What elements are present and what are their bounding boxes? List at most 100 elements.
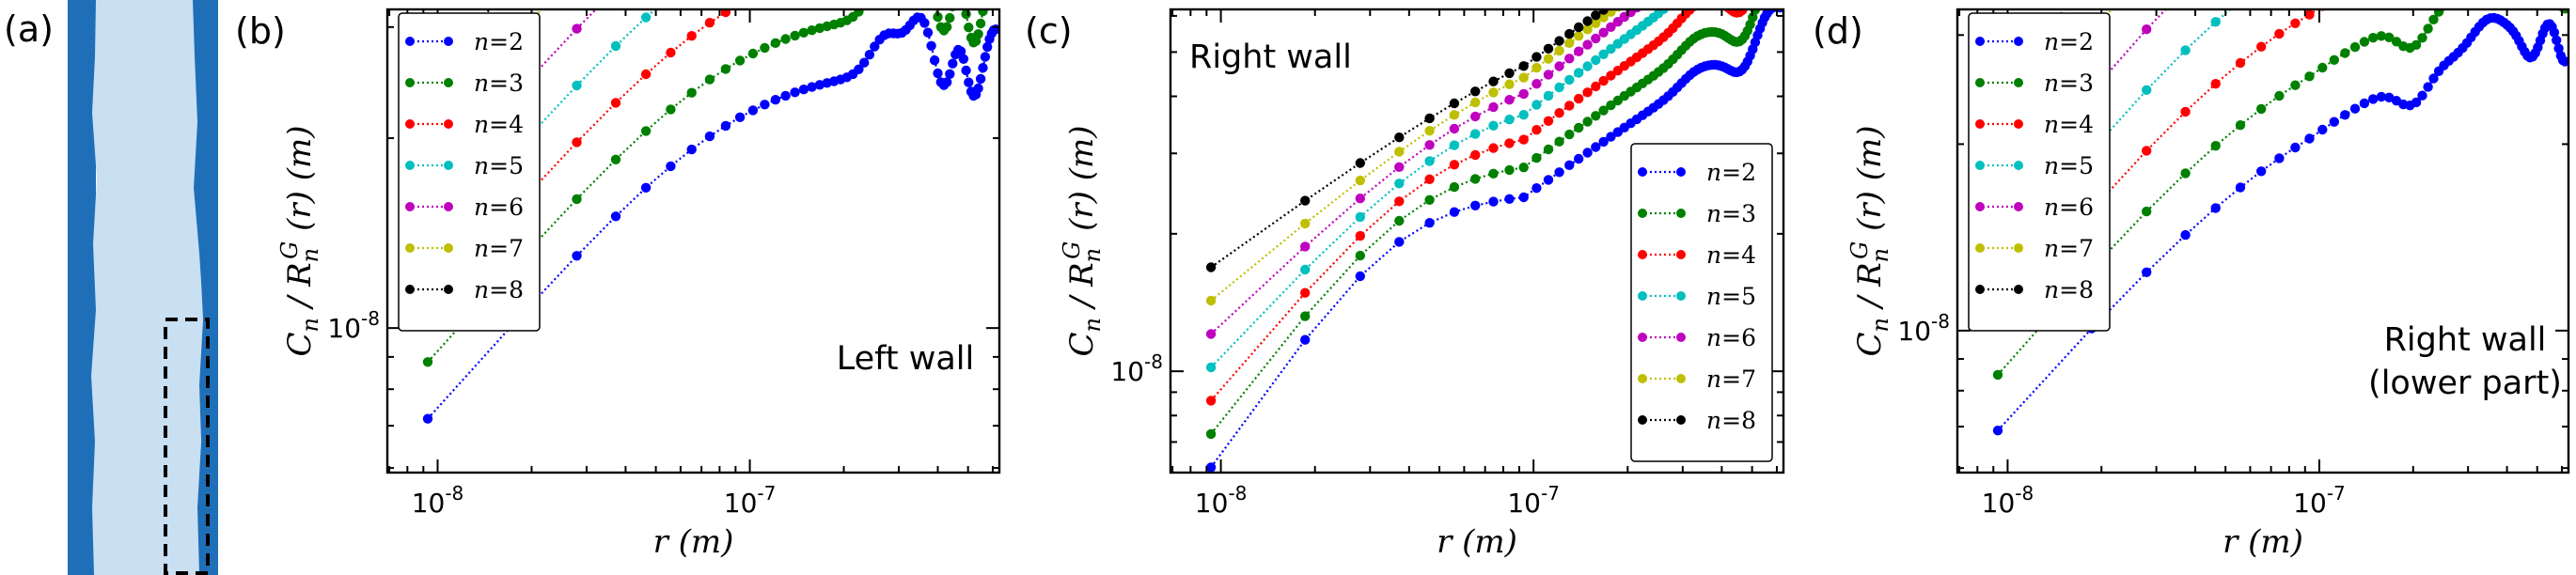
- data-point-n3-16: [2376, 31, 2387, 41]
- data-point-n7-12: [1554, 45, 1564, 56]
- panel-label-d: (d): [1813, 10, 1863, 52]
- data-point-n6-3: [1394, 162, 1405, 172]
- data-point-n4-38: [1704, 0, 1713, 5]
- series-n2: [1992, 12, 2568, 436]
- data-point-n3-14: [790, 30, 800, 41]
- x-axis-label: r (m): [1437, 523, 1517, 561]
- data-point-n5-9: [1518, 110, 1529, 120]
- data-point-n2-12: [2340, 110, 2350, 120]
- legend-marker: [1638, 167, 1647, 177]
- series-n3: [1992, 0, 2568, 381]
- data-point-n3-0: [1992, 369, 2003, 381]
- data-point-n4-15: [1582, 87, 1593, 98]
- legend-marker: [1638, 333, 1647, 342]
- data-point-n4-4: [1424, 174, 1435, 184]
- data-point-n3-14: [2359, 37, 2370, 47]
- legend-marker: [405, 202, 415, 211]
- data-point-n3-58: [975, 18, 986, 29]
- series-n5: [1205, 9, 1670, 373]
- data-point-n2-14: [790, 87, 800, 98]
- legend-marker: [405, 161, 415, 170]
- right-wall-region: [193, 0, 218, 575]
- data-point-n2-39: [922, 27, 934, 38]
- legend-label-n3: n=3: [2044, 70, 2094, 97]
- data-point-n2-8: [2290, 142, 2301, 153]
- data-point-n4-7: [1488, 143, 1499, 153]
- data-point-n6-1: [1300, 241, 1311, 252]
- data-point-n3-11: [760, 42, 770, 54]
- data-point-n2-13: [780, 90, 791, 101]
- data-point-n3-12: [2340, 48, 2350, 58]
- lower-part-selection-box: [164, 318, 210, 575]
- legend-marker: [1676, 333, 1686, 342]
- data-point-n4-3: [610, 98, 621, 108]
- data-point-n7-4: [1424, 126, 1435, 136]
- legend-box: [1630, 143, 1773, 462]
- legend-label-n2: n=2: [2044, 28, 2094, 55]
- data-point-n6-0: [1205, 329, 1217, 339]
- data-point-n5-14: [1574, 68, 1584, 78]
- data-point-n7-8: [1504, 79, 1515, 89]
- panel-a: (a): [4, 0, 218, 575]
- legend-label-n7: n=7: [2044, 235, 2094, 262]
- data-point-n2-60: [2549, 27, 2560, 38]
- x-axis-label: r (m): [2223, 523, 2303, 561]
- x-tick-label: 10-8: [1982, 482, 2034, 519]
- legend-label-n6: n=6: [474, 194, 524, 221]
- data-point-n3-3: [1394, 215, 1405, 226]
- data-point-n2-4: [2210, 203, 2221, 213]
- data-point-n3-5: [2235, 120, 2246, 131]
- data-point-n6-14: [1574, 46, 1584, 56]
- data-point-n3-59: [978, 9, 988, 17]
- legend-marker: [1975, 243, 1985, 253]
- data-point-n4-12: [1554, 108, 1564, 118]
- data-point-n2-13: [1564, 160, 1575, 170]
- data-point-n4-42: [1717, 0, 1726, 8]
- data-point-n3-6: [2256, 103, 2267, 115]
- data-point-n4-4: [2210, 79, 2221, 89]
- legend-marker: [1975, 78, 1985, 87]
- data-point-n2-14: [1574, 153, 1584, 164]
- data-point-n8-0: [1205, 262, 1217, 272]
- data-point-n5-5: [2236, 0, 2245, 6]
- legend-marker: [1975, 285, 1985, 294]
- legend-marker: [1975, 37, 1985, 46]
- data-point-n2-61: [2552, 35, 2562, 45]
- legend-marker: [1676, 167, 1686, 177]
- legend-marker: [1638, 374, 1647, 383]
- data-point-n2-57: [973, 83, 983, 94]
- data-point-n6-17: [1598, 27, 1609, 38]
- data-point-n4-8: [720, 9, 731, 18]
- data-point-n6-5: [1449, 123, 1460, 134]
- data-point-n4-6: [686, 31, 697, 41]
- data-point-n2-2: [1355, 271, 1366, 282]
- data-point-n7-14: [1574, 31, 1584, 41]
- data-point-n2-40: [926, 40, 936, 51]
- data-point-n2-2: [572, 251, 582, 261]
- data-point-n3-13: [2349, 41, 2361, 53]
- data-point-n2-12: [1554, 167, 1564, 178]
- left-wall-region: [68, 0, 96, 575]
- data-point-n4-11: [1543, 116, 1554, 126]
- data-point-n3-41: [930, 0, 939, 8]
- data-point-n3-50: [2525, 0, 2535, 8]
- panel-label-a: (a): [4, 8, 54, 50]
- data-point-n7-2: [1355, 175, 1366, 186]
- y-tick-label: 10-8: [1110, 350, 1163, 387]
- data-point-n3-10: [747, 48, 759, 59]
- data-point-n7-3: [1394, 147, 1405, 157]
- data-point-n3-28: [2449, 0, 2458, 2]
- data-point-n6-6: [1470, 111, 1481, 122]
- data-point-n4-40: [1710, 0, 1720, 6]
- data-point-n3-16: [1591, 111, 1601, 121]
- data-point-n3-53: [1748, 12, 1758, 23]
- data-point-n2-26: [870, 41, 880, 52]
- data-point-n3-18: [2391, 37, 2402, 47]
- data-point-n2-50: [955, 46, 966, 56]
- legend-label-n2: n=2: [1706, 159, 1756, 186]
- plot-frame: [1956, 8, 2570, 474]
- data-point-n8-12: [1554, 36, 1564, 46]
- data-point-n2-6: [686, 144, 697, 155]
- data-point-n3-14: [1574, 122, 1584, 133]
- data-point-n4-16: [1591, 81, 1601, 92]
